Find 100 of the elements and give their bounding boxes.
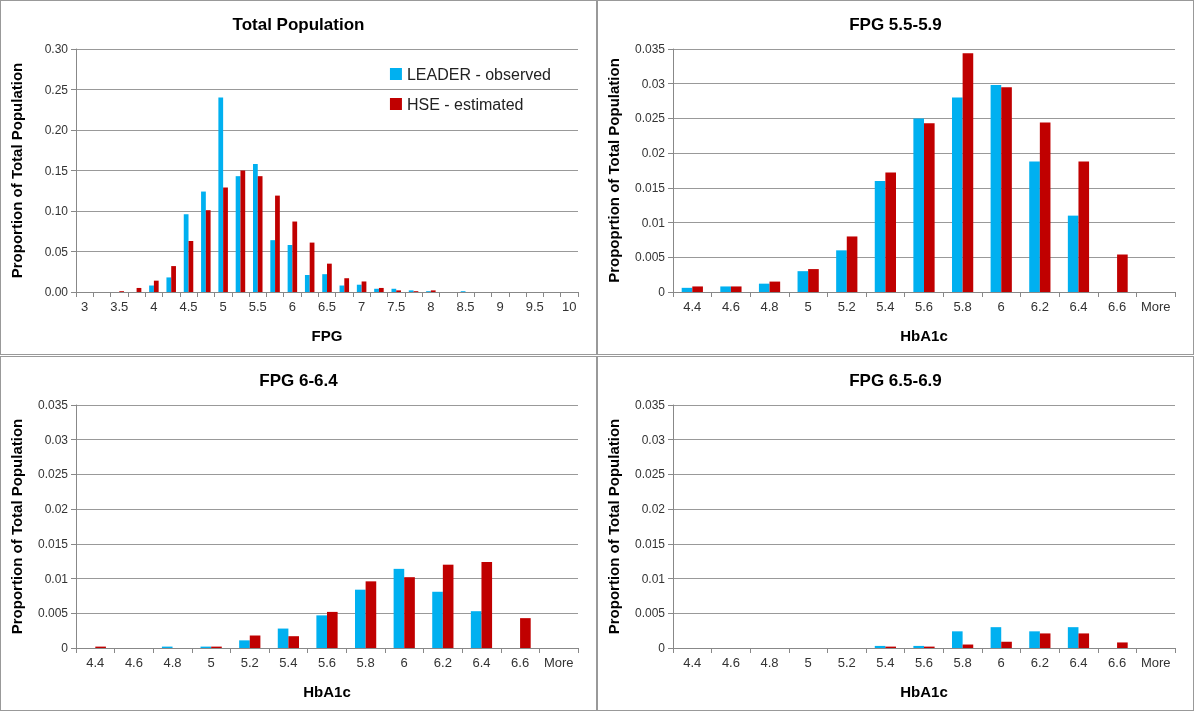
bar — [520, 617, 531, 648]
y-tick-label: 0.005 — [634, 605, 666, 620]
bar — [1067, 215, 1079, 292]
x-tick-label: 5.2 — [837, 654, 856, 670]
bar — [924, 123, 935, 292]
bar — [874, 180, 886, 292]
bar — [218, 97, 224, 292]
bar — [990, 85, 1002, 292]
x-tick-label: 6.2 — [433, 654, 452, 670]
x-tick-label: 5.2 — [837, 299, 856, 314]
y-tick-label: 0.005 — [37, 605, 69, 620]
bar — [149, 285, 154, 292]
x-tick-label: 6 — [400, 654, 408, 670]
x-tick-label: 5.6 — [914, 299, 934, 314]
bar — [692, 286, 703, 292]
y-tick-label: 0.03 — [44, 432, 69, 447]
bar — [1039, 122, 1051, 292]
x-tick-label: 8.5 — [456, 299, 475, 314]
chart-title: Total Population — [232, 15, 365, 34]
x-tick-label: 5.6 — [317, 654, 337, 670]
y-tick-label: 0.01 — [641, 215, 666, 230]
x-tick-label: 6.5 — [317, 299, 337, 314]
x-tick-label: 4.8 — [163, 654, 182, 670]
y-tick-label: 0 — [61, 640, 69, 655]
legend-label: HSE - estimated — [406, 95, 524, 113]
x-tick-label: 5.4 — [876, 654, 895, 670]
y-tick-label: 0.025 — [37, 466, 69, 481]
y-tick-label: 0.025 — [634, 466, 666, 481]
chart-title: FPG 6-6.4 — [259, 370, 339, 390]
bar — [183, 214, 189, 292]
x-tick-label: 4.4 — [86, 654, 105, 670]
bar — [836, 250, 847, 292]
y-tick-label: 0.025 — [634, 111, 666, 126]
y-tick-label: 0.25 — [44, 82, 69, 97]
bar — [356, 284, 362, 292]
bar — [769, 281, 781, 292]
x-tick-label: 5.8 — [953, 654, 972, 670]
bar — [153, 280, 159, 292]
y-tick-label: 0.03 — [641, 432, 666, 447]
bar — [391, 288, 397, 292]
bar — [962, 53, 974, 292]
bar — [374, 288, 379, 292]
bar — [885, 172, 896, 292]
y-tick-label: 0.02 — [44, 501, 69, 516]
bar — [270, 240, 276, 292]
y-tick-label: 0.015 — [634, 536, 666, 551]
x-tick-label: 6.4 — [1069, 299, 1088, 314]
bar — [470, 610, 482, 648]
x-axis-title: HbA1c — [900, 682, 948, 700]
x-tick-label: 6.4 — [1069, 654, 1088, 670]
bar — [257, 176, 263, 292]
bar — [201, 191, 206, 292]
bar — [288, 635, 299, 648]
x-tick-label: 7 — [358, 299, 366, 314]
bar — [1001, 87, 1012, 292]
x-tick-label: 5.8 — [953, 299, 972, 314]
x-tick-label: 5 — [804, 299, 812, 314]
x-tick-label: 3.5 — [110, 299, 129, 314]
x-tick-label: 5.4 — [876, 299, 895, 314]
bar — [758, 283, 770, 292]
bar — [378, 287, 384, 292]
bar — [277, 628, 289, 648]
x-tick-label: 6 — [997, 654, 1005, 670]
bar — [355, 589, 366, 648]
bar — [681, 287, 693, 292]
x-tick-label: 6 — [997, 299, 1005, 314]
x-tick-label: 4.5 — [179, 299, 198, 314]
x-tick-label: 5.5 — [248, 299, 267, 314]
bar — [432, 591, 443, 648]
bar — [166, 277, 172, 292]
y-axis-title: Proportion of Total Population — [8, 418, 25, 634]
y-tick-label: 0.30 — [44, 42, 69, 56]
bar — [1078, 161, 1090, 292]
y-tick-label: 0.03 — [641, 76, 666, 91]
bar — [316, 614, 327, 648]
y-tick-label: 0.015 — [634, 180, 666, 195]
y-tick-label: 0 — [658, 640, 666, 655]
bar — [846, 236, 858, 292]
bar — [171, 266, 176, 292]
bar — [304, 274, 310, 292]
y-axis-title: Proportion of Total Population — [8, 62, 25, 279]
y-tick-label: 0 — [658, 285, 666, 299]
x-tick-label: 5.6 — [914, 654, 934, 670]
bar — [240, 170, 246, 292]
x-tick-label: 5 — [804, 654, 812, 670]
y-tick-label: 0.035 — [634, 397, 666, 412]
x-tick-label: 9.5 — [525, 299, 544, 314]
x-tick-label: 4 — [150, 299, 158, 314]
x-tick-label: 8 — [427, 299, 435, 314]
x-tick-label: 6.6 — [1108, 654, 1127, 670]
x-tick-label: 5.2 — [240, 654, 259, 670]
x-tick-label: 6.2 — [1030, 654, 1049, 670]
x-tick-label: 4.8 — [760, 654, 779, 670]
x-axis-title: FPG — [311, 327, 343, 344]
bar — [730, 286, 742, 292]
bar — [442, 564, 454, 648]
x-tick-label: 6.4 — [472, 654, 491, 670]
bar — [292, 221, 298, 292]
y-tick-label: 0.01 — [641, 571, 666, 586]
y-axis-title: Propoprtion of Total Population — [605, 58, 622, 283]
